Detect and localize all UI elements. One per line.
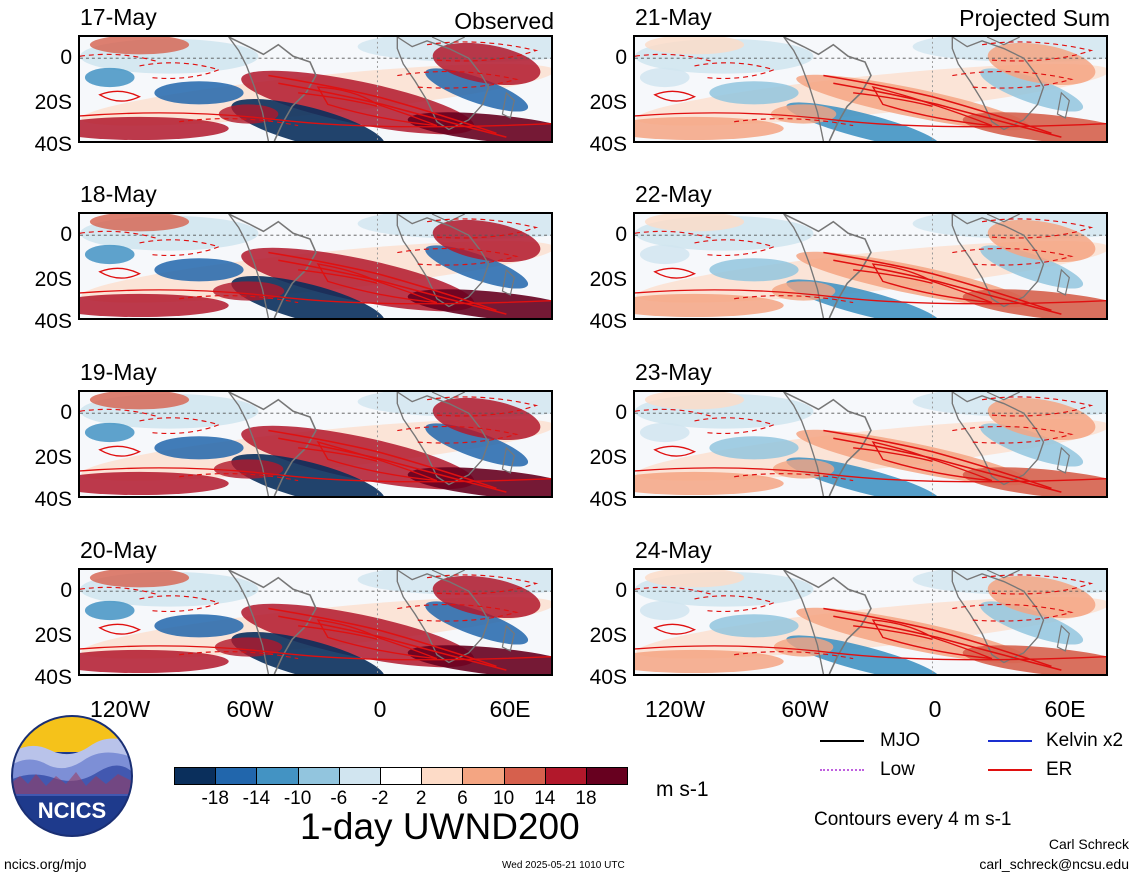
timestamp: Wed 2025-05-21 1010 UTC (502, 860, 625, 871)
ncics-logo: NCICS (10, 714, 134, 838)
legend-line-er (988, 769, 1032, 771)
colorbar-segment (503, 767, 546, 785)
colorbar-segment (380, 767, 423, 785)
colorbar-label: 10 (493, 788, 515, 809)
legend-label-low: Low (880, 759, 915, 780)
panel-date-label: 24-May (635, 537, 712, 563)
colorbar-label: 14 (534, 788, 556, 809)
legend-line-mjo (820, 740, 864, 742)
map-panel (78, 212, 553, 320)
y-tick-label: 20S (589, 446, 627, 469)
y-tick-label: 0 (615, 223, 627, 246)
y-tick-label: 40S (34, 310, 72, 333)
y-tick-label: 40S (589, 666, 627, 689)
panel-date-label: 18-May (80, 181, 157, 207)
colorbar-segment (338, 767, 381, 785)
observed-label: Observed (454, 8, 554, 34)
colorbar-segment (586, 767, 629, 785)
colorbar-segment (421, 767, 464, 785)
y-tick-label: 20S (34, 446, 72, 469)
y-tick-label: 0 (615, 579, 627, 602)
x-tick-label: 60E (1044, 696, 1086, 722)
figure-title: 1-day UWND200 (300, 806, 580, 847)
y-tick-label: 0 (60, 223, 72, 246)
colorbar-label: -10 (283, 788, 312, 809)
x-tick-label: 60W (226, 696, 274, 722)
legend-line-low (820, 769, 864, 771)
panel-date-label: 19-May (80, 359, 157, 385)
website-link[interactable]: ncics.org/mjo (4, 856, 87, 872)
panel-date-label: 21-May (635, 4, 712, 30)
y-tick-label: 20S (589, 91, 627, 114)
map-panel (633, 35, 1108, 143)
y-tick-label: 0 (60, 401, 72, 424)
panel-date-label: 22-May (635, 181, 712, 207)
y-tick-label: 40S (34, 133, 72, 156)
map-panel (633, 568, 1108, 676)
colorbar-label: 18 (575, 788, 597, 809)
x-tick-label: 120W (89, 696, 151, 722)
y-tick-label: 40S (589, 133, 627, 156)
map-panel (78, 35, 553, 143)
y-tick-label: 40S (34, 488, 72, 511)
colorbar-units: m s-1 (656, 778, 709, 801)
x-tick-label: 120W (644, 696, 706, 722)
map-panel (633, 390, 1108, 498)
colorbar-segment (215, 767, 258, 785)
colorbar-label: 6 (457, 788, 468, 809)
y-tick-label: 20S (589, 624, 627, 647)
panel-date-label: 23-May (635, 359, 712, 385)
y-tick-label: 20S (34, 91, 72, 114)
y-tick-label: 0 (615, 401, 627, 424)
colorbar-label: -2 (371, 788, 389, 809)
x-tick-label: 60W (781, 696, 829, 722)
y-tick-label: 20S (34, 624, 72, 647)
y-tick-label: 20S (34, 268, 72, 291)
colorbar-label: -18 (201, 788, 229, 809)
colorbar-segment (462, 767, 505, 785)
panel-date-label: 17-May (80, 4, 157, 30)
x-tick-label: 0 (928, 696, 942, 722)
colorbar-segment (544, 767, 587, 785)
map-panel (633, 212, 1108, 320)
legend-label-mjo: MJO (880, 730, 921, 751)
projected-sum-label: Projected Sum (959, 5, 1110, 31)
legend-label-er: ER (1046, 759, 1073, 780)
author-email: carl_schreck@ncsu.edu (979, 856, 1129, 872)
panel-date-label: 20-May (80, 537, 157, 563)
map-panel (78, 568, 553, 676)
contour-note: Contours every 4 m s-1 (814, 809, 1012, 830)
y-tick-label: 20S (589, 268, 627, 291)
y-tick-label: 40S (589, 310, 627, 333)
x-tick-label: 60E (489, 696, 531, 722)
colorbar-label: -14 (242, 788, 271, 809)
y-tick-label: 40S (589, 488, 627, 511)
x-tick-label: 0 (373, 696, 387, 722)
legend-line-kelvin (988, 740, 1032, 742)
author-name: Carl Schreck (1048, 836, 1129, 852)
y-tick-label: 40S (34, 666, 72, 689)
legend-label-kelvin: Kelvin x2 (1046, 730, 1124, 751)
colorbar-segment (256, 767, 299, 785)
logo-text: NCICS (38, 798, 106, 823)
colorbar-segment (174, 767, 217, 785)
colorbar-segment (297, 767, 340, 785)
map-panel (78, 390, 553, 498)
y-tick-label: 0 (615, 46, 627, 69)
colorbar-label: -6 (330, 788, 348, 809)
y-tick-label: 0 (60, 46, 72, 69)
colorbar-label: 2 (415, 788, 427, 809)
y-tick-label: 0 (60, 579, 72, 602)
